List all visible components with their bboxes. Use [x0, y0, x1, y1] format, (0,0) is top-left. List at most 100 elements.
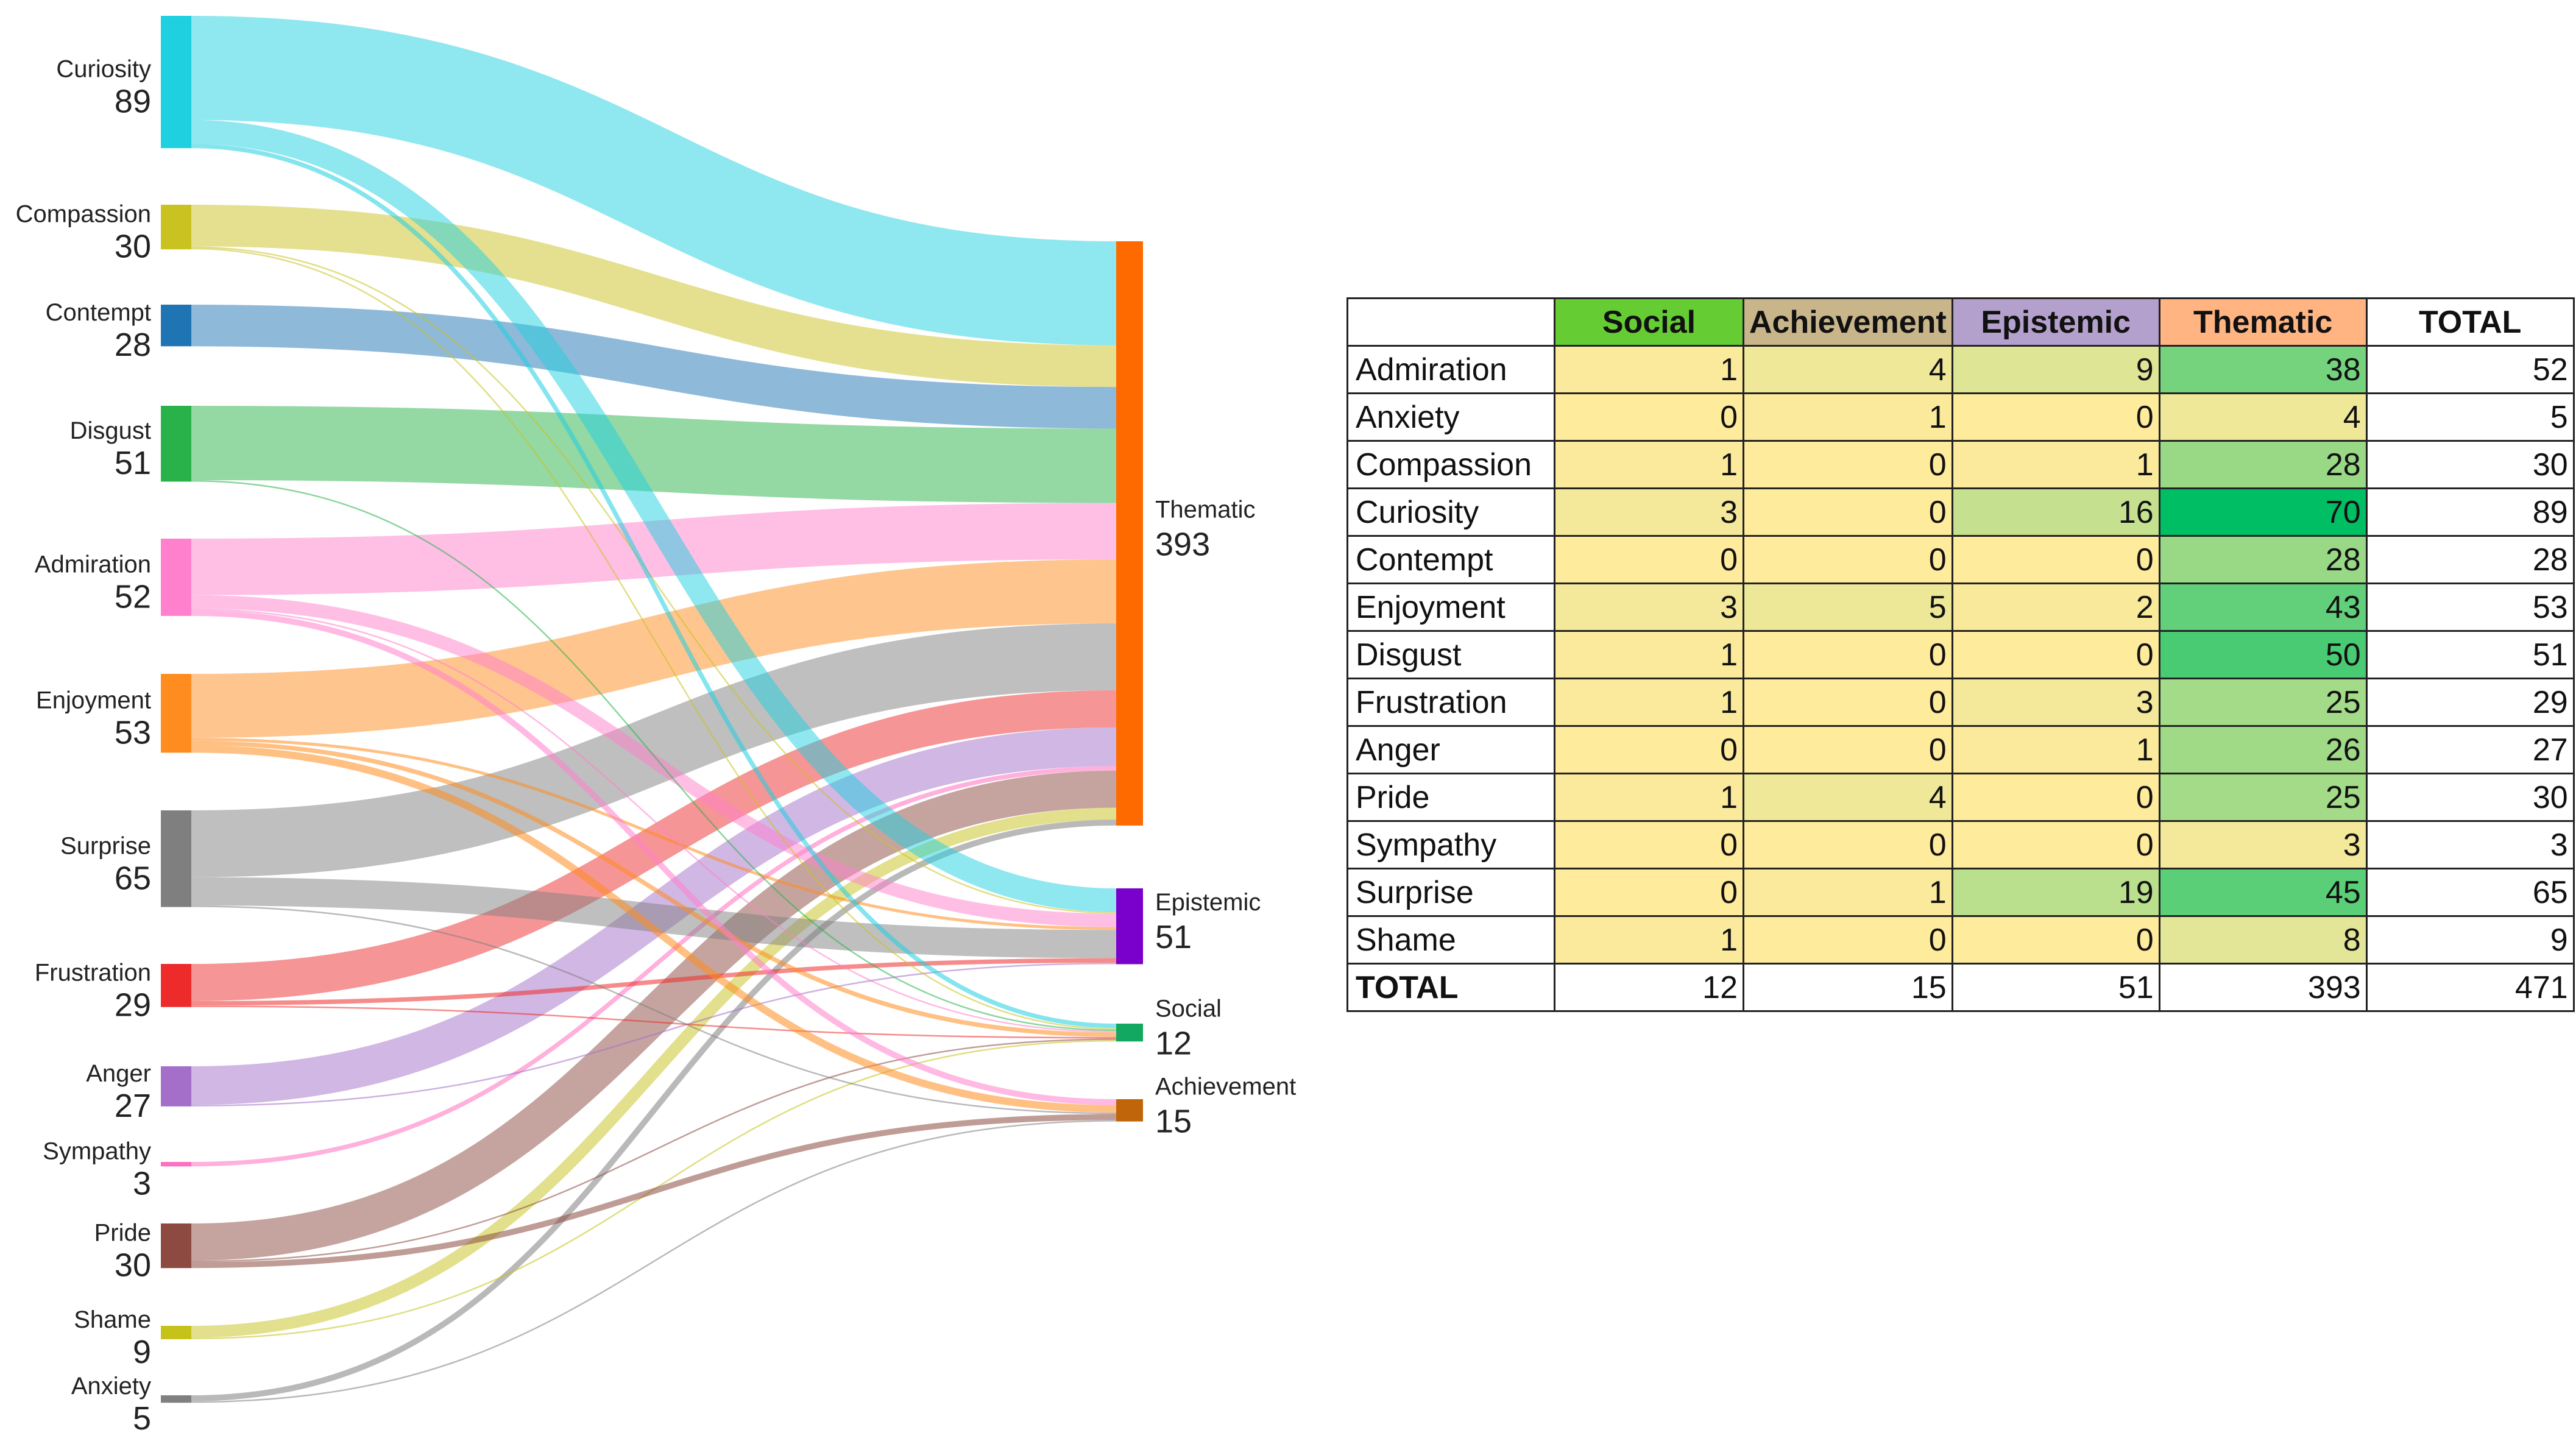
column-header-total: TOTAL: [2365, 297, 2575, 347]
target-label-thematic: Thematic: [1155, 496, 1256, 523]
flow-frustration-to-epistemic: [191, 958, 1117, 1006]
row-total-cell: 27: [2365, 725, 2575, 774]
flow-surprise-to-thematic: [191, 623, 1117, 877]
table-row: Compassion 1 0 1 28 30: [1346, 440, 2575, 489]
cell-thematic: 43: [2158, 582, 2368, 632]
table-row: Pride 1 4 0 25 30: [1346, 773, 2575, 822]
source-label-pride: Pride: [94, 1220, 151, 1247]
source-value-shame: 9: [133, 1334, 151, 1370]
source-node-enjoyment: [161, 674, 191, 753]
flow-surprise-to-achievement: [191, 905, 1117, 1114]
flow-enjoyment-to-thematic: [191, 559, 1117, 738]
cell-thematic: 25: [2158, 678, 2368, 727]
flow-pride-to-thematic: [191, 770, 1117, 1261]
source-value-anxiety: 5: [133, 1400, 151, 1437]
row-label: Anger: [1346, 725, 1555, 774]
source-label-anger: Anger: [86, 1060, 151, 1087]
table-total-row: TOTAL 12 15 51 393 471: [1346, 963, 2575, 1012]
cell-achievement: 0: [1743, 915, 1953, 965]
cell-social: 1: [1554, 915, 1744, 965]
source-node-anger: [161, 1066, 191, 1106]
cell-epistemic: 0: [1951, 630, 2160, 679]
table-row: Anger 0 0 1 26 27: [1346, 725, 2575, 774]
source-label-disgust: Disgust: [70, 417, 151, 444]
cell-epistemic: 51: [1951, 963, 2160, 1012]
cell-thematic: 28: [2158, 440, 2368, 489]
source-node-admiration: [161, 539, 191, 616]
row-total-cell: 471: [2365, 963, 2575, 1012]
cell-achievement: 1: [1743, 392, 1953, 442]
cell-achievement: 0: [1743, 678, 1953, 727]
source-node-curiosity: [161, 16, 191, 149]
cell-social: 0: [1554, 868, 1744, 917]
flow-enjoyment-to-epistemic: [191, 737, 1117, 930]
target-label-epistemic: Epistemic: [1155, 889, 1261, 916]
flow-compassion-to-social: [191, 247, 1117, 1030]
cell-achievement: 4: [1743, 345, 1953, 394]
cell-achievement: 0: [1743, 487, 1953, 537]
row-total-cell: 29: [2365, 678, 2575, 727]
cell-social: 0: [1554, 725, 1744, 774]
table-row: Curiosity 3 0 16 70 89: [1346, 487, 2575, 537]
row-label: Shame: [1346, 915, 1555, 965]
cell-thematic: 4: [2158, 392, 2368, 442]
row-label: Compassion: [1346, 440, 1555, 489]
flow-disgust-to-social: [191, 480, 1117, 1032]
table-body: Admiration 1 4 9 38 52 Anxiety 0 1 0 4 5 Compassion 1…: [1346, 345, 2575, 1012]
source-node-surprise: [161, 810, 191, 907]
row-total-cell: 5: [2365, 392, 2575, 442]
cell-achievement: 0: [1743, 535, 1953, 584]
flow-anxiety-to-achievement: [191, 1120, 1117, 1403]
cell-social: 1: [1554, 773, 1744, 822]
cell-achievement: 0: [1743, 630, 1953, 679]
row-label: Surprise: [1346, 868, 1555, 917]
target-value-epistemic: 51: [1155, 919, 1192, 955]
cell-social: 3: [1554, 487, 1744, 537]
source-label-contempt: Contempt: [46, 299, 151, 326]
cell-thematic: 25: [2158, 773, 2368, 822]
sankey-diagram: Curiosity89Compassion30Contempt28Disgust…: [16, 16, 1296, 1437]
flow-curiosity-to-social: [191, 143, 1117, 1029]
source-value-pride: 30: [115, 1247, 151, 1284]
cell-thematic: 45: [2158, 868, 2368, 917]
cell-epistemic: 2: [1951, 582, 2160, 632]
table-row: Anxiety 0 1 0 4 5: [1346, 392, 2575, 442]
cell-achievement: 0: [1743, 725, 1953, 774]
cell-social: 1: [1554, 440, 1744, 489]
cell-achievement: 15: [1743, 963, 1953, 1012]
flow-enjoyment-to-achievement: [191, 745, 1117, 1113]
source-value-anger: 27: [115, 1088, 151, 1124]
flow-curiosity-to-thematic: [191, 16, 1117, 345]
target-node-achievement: [1116, 1099, 1143, 1122]
table-row: Frustration 1 0 3 25 29: [1346, 678, 2575, 727]
source-value-enjoyment: 53: [115, 715, 151, 751]
source-value-frustration: 29: [115, 986, 151, 1023]
row-label: Anxiety: [1346, 392, 1555, 442]
row-label: Admiration: [1346, 345, 1555, 394]
flow-curiosity-to-epistemic: [191, 119, 1117, 913]
target-node-social: [1116, 1024, 1143, 1042]
row-total-cell: 28: [2365, 535, 2575, 584]
table-row: Surprise 0 1 19 45 65: [1346, 868, 2575, 917]
cell-epistemic: 0: [1951, 392, 2160, 442]
flow-admiration-to-social: [191, 608, 1117, 1033]
flow-disgust-to-thematic: [191, 406, 1117, 503]
total-row-label: TOTAL: [1346, 963, 1555, 1012]
source-value-admiration: 52: [115, 578, 151, 615]
target-node-thematic: [1116, 241, 1143, 826]
cell-social: 12: [1554, 963, 1744, 1012]
cell-social: 0: [1554, 820, 1744, 869]
target-value-achievement: 15: [1155, 1103, 1192, 1139]
target-node-epistemic: [1116, 888, 1143, 965]
row-total-cell: 52: [2365, 345, 2575, 394]
row-total-cell: 53: [2365, 582, 2575, 632]
source-label-admiration: Admiration: [35, 551, 151, 578]
source-label-anxiety: Anxiety: [71, 1373, 151, 1400]
cell-epistemic: 0: [1951, 820, 2160, 869]
source-value-curiosity: 89: [115, 83, 151, 120]
column-header-social: Social: [1554, 297, 1744, 347]
source-node-compassion: [161, 205, 191, 250]
row-total-cell: 89: [2365, 487, 2575, 537]
cell-epistemic: 19: [1951, 868, 2160, 917]
cell-social: 1: [1554, 630, 1744, 679]
